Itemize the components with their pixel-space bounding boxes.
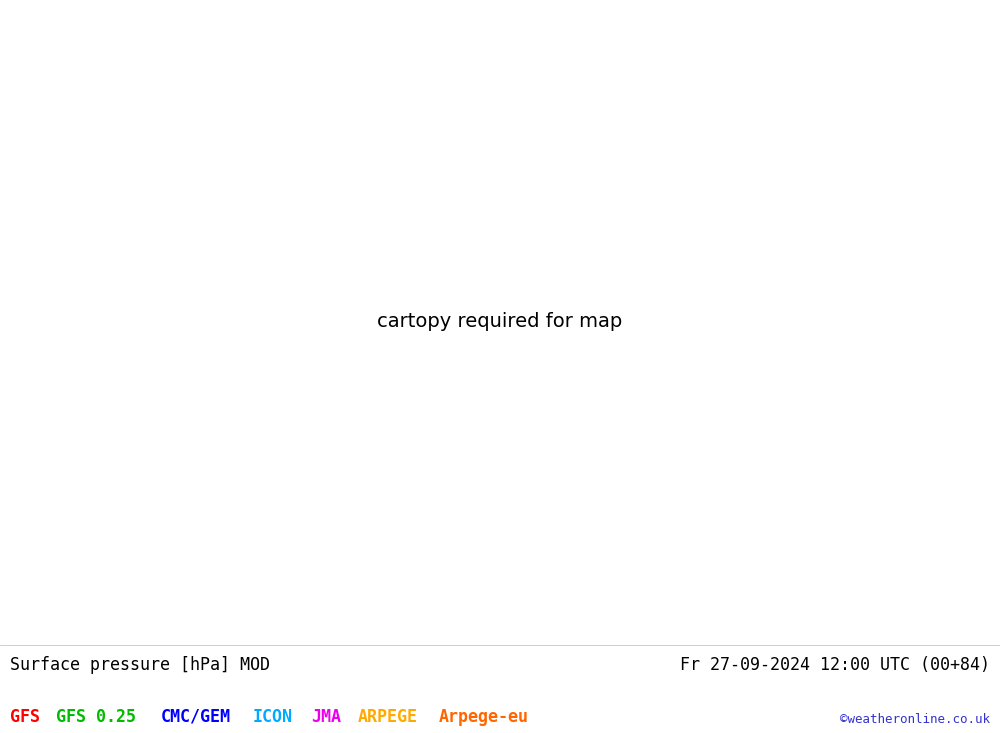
Text: Fr 27-09-2024 12:00 UTC (00+84): Fr 27-09-2024 12:00 UTC (00+84) [680, 656, 990, 674]
Text: ICON: ICON [253, 708, 293, 726]
Text: Surface pressure [hPa] MOD: Surface pressure [hPa] MOD [10, 656, 270, 674]
Text: GFS 0.25: GFS 0.25 [56, 708, 136, 726]
Text: Arpege-eu: Arpege-eu [438, 708, 528, 726]
Text: ©weatheronline.co.uk: ©weatheronline.co.uk [840, 712, 990, 726]
Text: GFS: GFS [10, 708, 40, 726]
Text: CMC/GEM: CMC/GEM [160, 708, 230, 726]
Text: ARPEGE: ARPEGE [358, 708, 418, 726]
Text: JMA: JMA [311, 708, 341, 726]
Text: cartopy required for map: cartopy required for map [377, 312, 623, 331]
